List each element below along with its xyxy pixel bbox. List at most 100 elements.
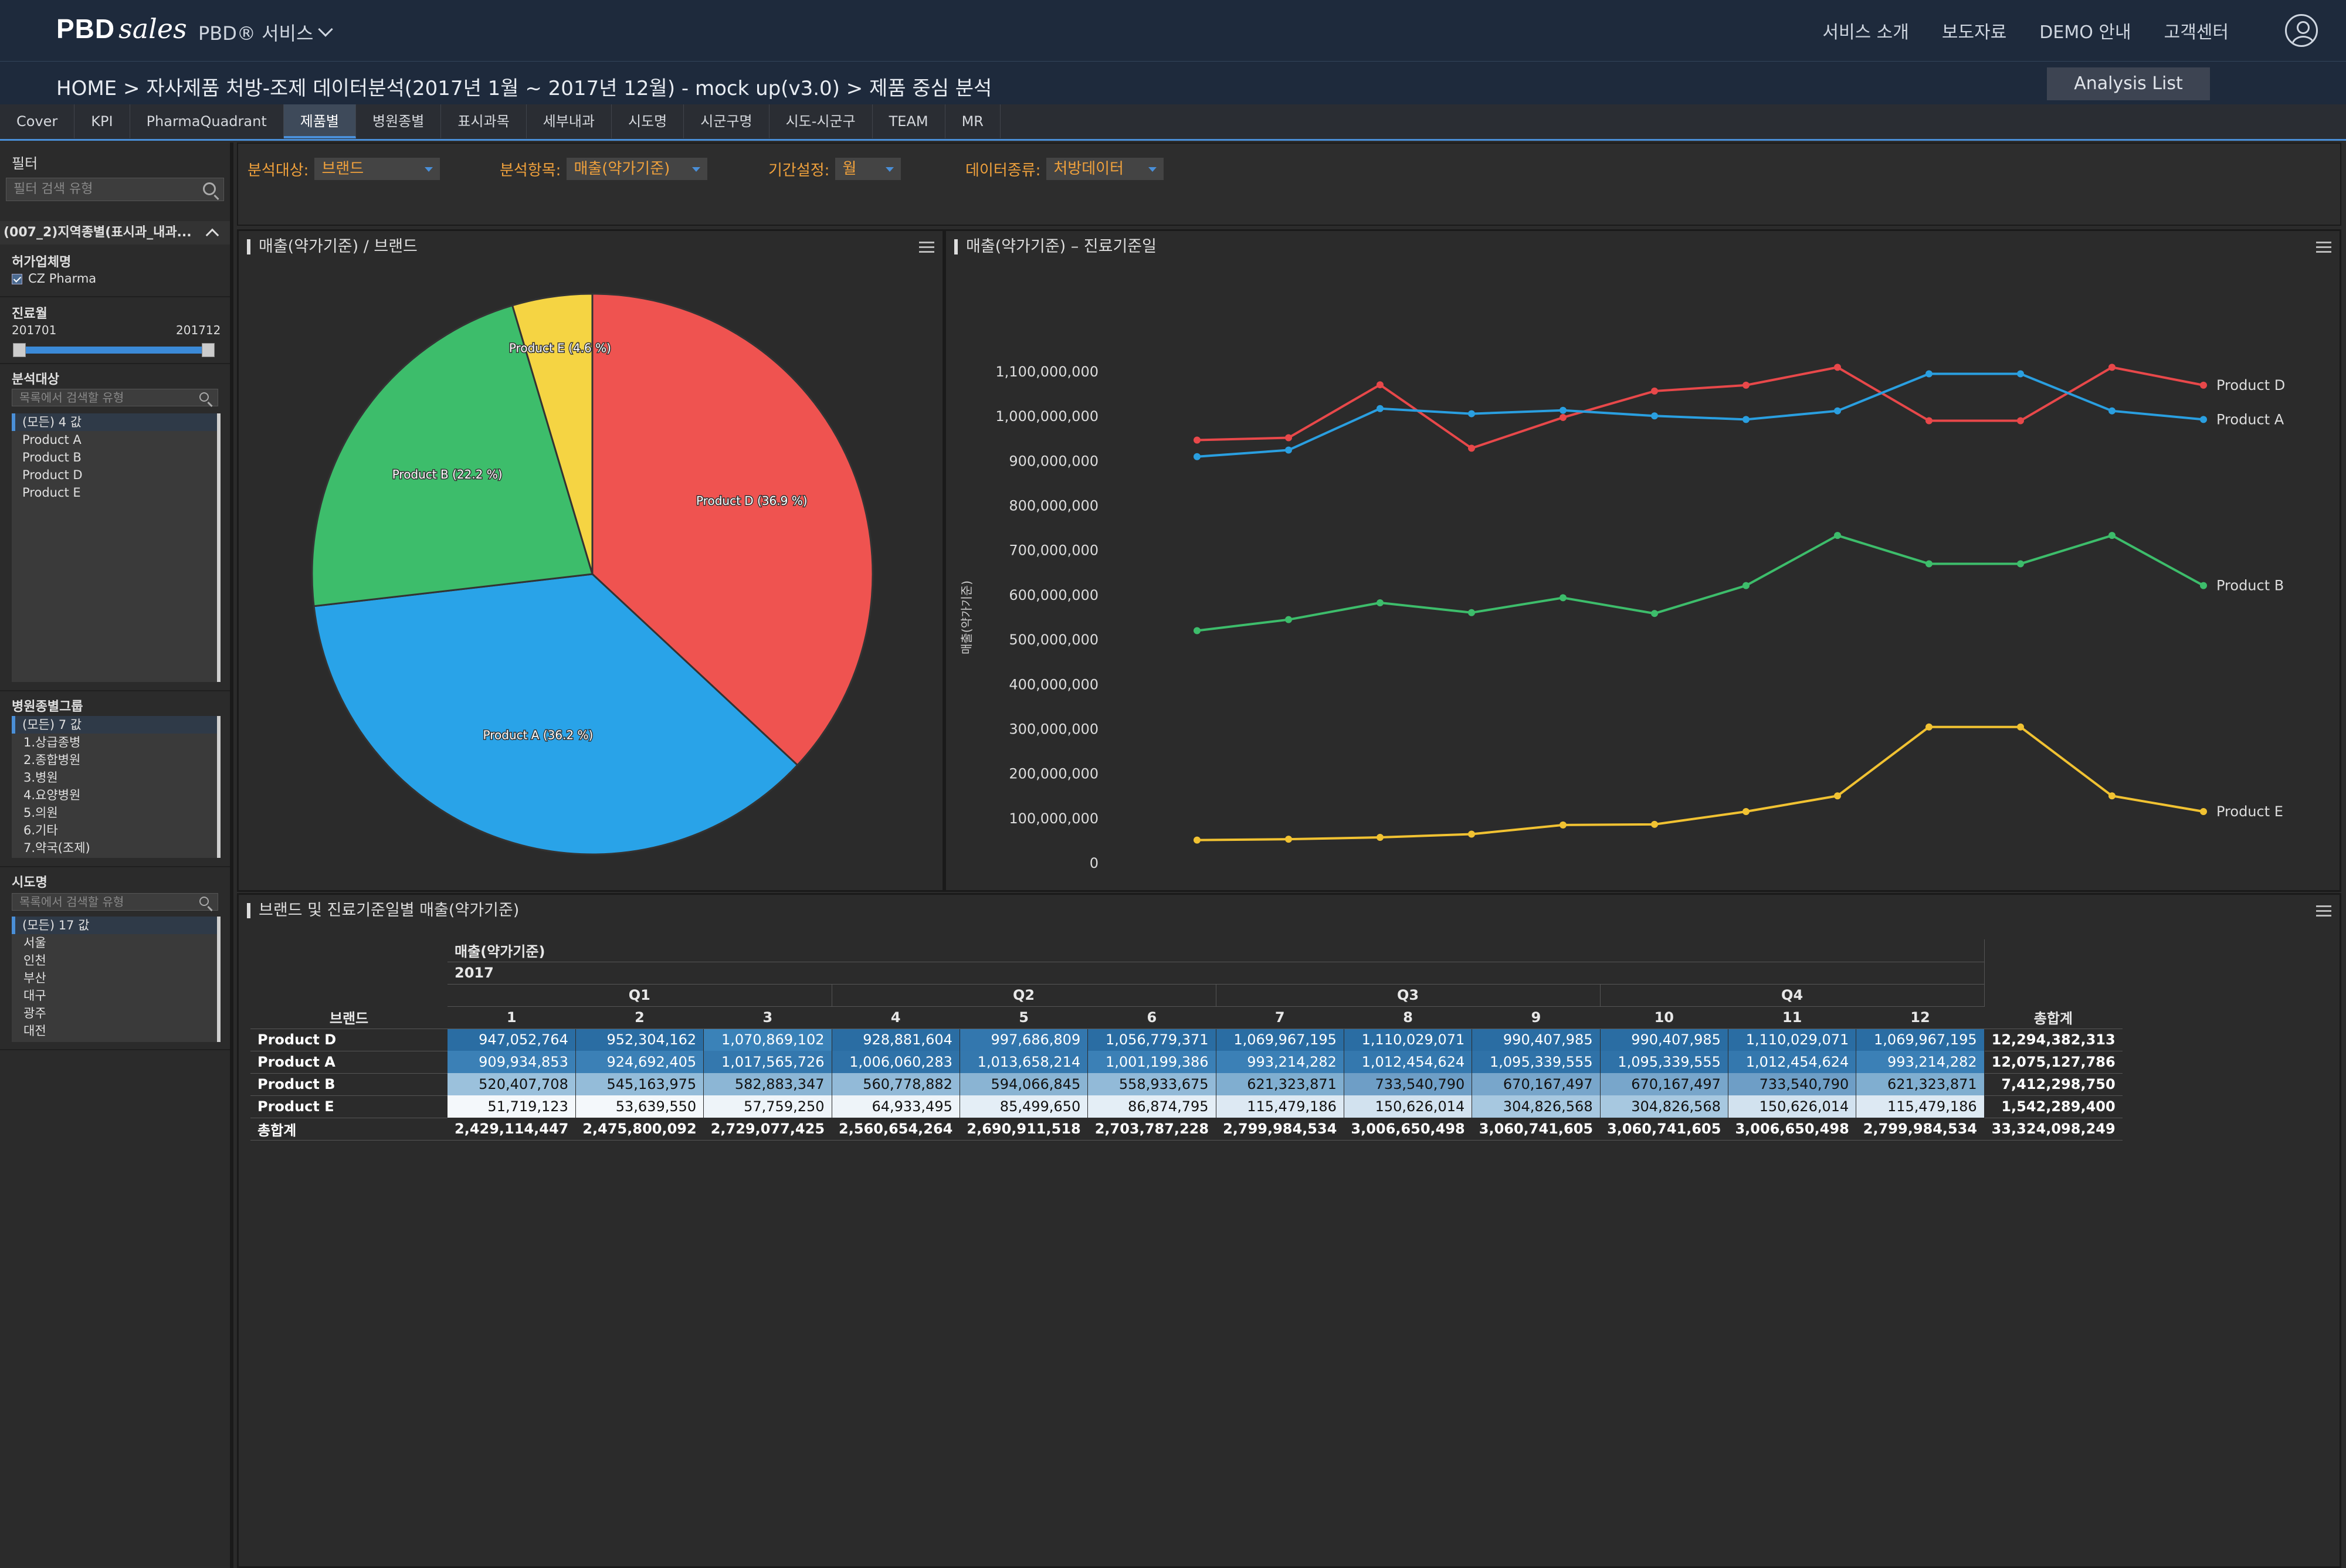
tab-sido[interactable]: 시도명 [612,104,684,138]
data-point[interactable] [1834,364,1841,371]
data-point[interactable] [2200,381,2207,389]
slider-handle-end[interactable] [202,343,215,357]
data-point[interactable] [1377,405,1384,412]
series-line-product-a[interactable] [1196,372,2204,458]
pie-slice-product-d[interactable] [591,293,874,766]
data-point[interactable] [1194,627,1201,634]
list-item[interactable]: 서울 [23,936,46,950]
data-point[interactable] [2108,364,2116,371]
chevron-up-icon[interactable] [205,228,219,242]
list-item[interactable]: 3.병원 [23,771,58,785]
data-point[interactable] [1560,413,1567,421]
list-item[interactable]: Product A [22,433,82,447]
list-item[interactable]: (모든) 4 값 [12,413,217,431]
tab-pharmaquadrant[interactable]: PharmaQuadrant [130,104,284,138]
pie-slice-product-e[interactable] [511,293,594,575]
data-point[interactable] [1742,381,1750,389]
tab-sido-sigungu[interactable]: 시도-시군구 [769,104,873,138]
nav-demo[interactable]: DEMO 안내 [2039,22,2131,43]
data-point[interactable] [1560,821,1567,829]
data-point[interactable] [1651,412,1658,420]
list-item[interactable]: 1.상급종병 [23,735,81,749]
data-point[interactable] [2017,560,2024,568]
data-point[interactable] [1468,830,1475,838]
data-point[interactable] [1560,594,1567,602]
filter-search-input[interactable]: 필터 검색 유형 [6,178,224,201]
data-point[interactable] [2108,407,2116,415]
menu-icon[interactable] [919,242,934,253]
data-point[interactable] [1925,417,1933,425]
data-point[interactable] [1834,407,1841,415]
list-item[interactable]: Product E [22,486,81,500]
data-point[interactable] [1468,444,1475,452]
list-item[interactable]: 6.기타 [23,823,58,837]
series-line-product-e[interactable] [1196,725,2204,841]
data-point[interactable] [2108,532,2116,539]
user-account-icon[interactable] [2285,14,2318,47]
data-point[interactable] [1651,610,1658,617]
data-point[interactable] [1194,836,1201,844]
data-point[interactable] [1285,836,1292,843]
analysis-list-button[interactable]: Analysis List [2047,67,2210,100]
list-item[interactable]: (모든) 7 값 [12,716,217,734]
list-item[interactable]: 인천 [23,953,46,968]
data-point[interactable] [1834,532,1841,539]
nav-press[interactable]: 보도자료 [1941,22,2007,43]
data-point[interactable] [1834,792,1841,800]
data-point[interactable] [1285,434,1292,442]
data-point[interactable] [2017,417,2024,425]
search-icon[interactable] [203,182,216,195]
tab-internal-medicine[interactable]: 세부내과 [527,104,612,138]
tab-department[interactable]: 표시과목 [441,104,527,138]
list-item[interactable]: 4.요양병원 [23,788,81,802]
nav-support[interactable]: 고객센터 [2164,22,2229,43]
company-option[interactable]: CZ Pharma [12,271,96,286]
data-point[interactable] [1560,406,1567,414]
menu-icon[interactable] [2316,242,2331,253]
list-item[interactable]: 7.약국(조제) [23,841,90,855]
data-point[interactable] [1377,833,1384,841]
data-point[interactable] [1925,370,1933,378]
tab-product[interactable]: 제품별 [283,104,356,138]
data-point[interactable] [1468,410,1475,418]
sido-search-input[interactable]: 목록에서 검색할 유형 [12,893,218,911]
search-icon[interactable] [199,897,209,906]
region-group-header[interactable]: (007_2)지역종별(표시과_내과... [0,221,230,245]
period-slider[interactable] [13,343,215,357]
list-item[interactable]: 2.종합병원 [23,753,81,767]
data-point[interactable] [1651,387,1658,395]
data-point[interactable] [1742,582,1750,589]
control-measure-dropdown[interactable]: 매출(약가기준) [567,158,708,180]
series-line-product-d[interactable] [1196,366,2204,450]
series-line-product-b[interactable] [1196,534,2204,632]
data-point[interactable] [1742,808,1750,816]
control-target-dropdown[interactable]: 브랜드 [314,158,440,180]
data-point[interactable] [1377,381,1384,389]
data-point[interactable] [2017,370,2024,378]
list-item[interactable]: 5.의원 [23,806,58,820]
list-item[interactable]: (모든) 17 값 [12,917,217,934]
data-point[interactable] [2200,808,2207,816]
target-search-input[interactable]: 목록에서 검색할 유형 [12,389,218,406]
data-point[interactable] [1925,560,1933,568]
tab-cover[interactable]: Cover [0,104,75,138]
list-item[interactable]: 대전 [23,1024,46,1038]
slider-handle-start[interactable] [13,343,26,357]
data-point[interactable] [1742,416,1750,423]
checkbox-icon[interactable] [12,274,22,284]
data-point[interactable] [2200,416,2207,423]
control-datatype-dropdown[interactable]: 처방데이터 [1046,158,1164,180]
data-point[interactable] [1285,616,1292,623]
pie-slice-product-b[interactable] [311,304,594,607]
list-item[interactable]: 부산 [23,971,46,985]
control-period-dropdown[interactable]: 월 [835,158,901,180]
tab-sigungu[interactable]: 시군구명 [684,104,769,138]
data-point[interactable] [2017,723,2024,731]
menu-icon[interactable] [2316,905,2331,917]
list-item[interactable]: 대구 [23,989,46,1003]
data-point[interactable] [2108,792,2116,800]
data-point[interactable] [1285,446,1292,454]
service-menu[interactable]: PBD® 서비스 [198,19,334,46]
tab-team[interactable]: TEAM [873,104,945,138]
data-point[interactable] [1468,609,1475,616]
